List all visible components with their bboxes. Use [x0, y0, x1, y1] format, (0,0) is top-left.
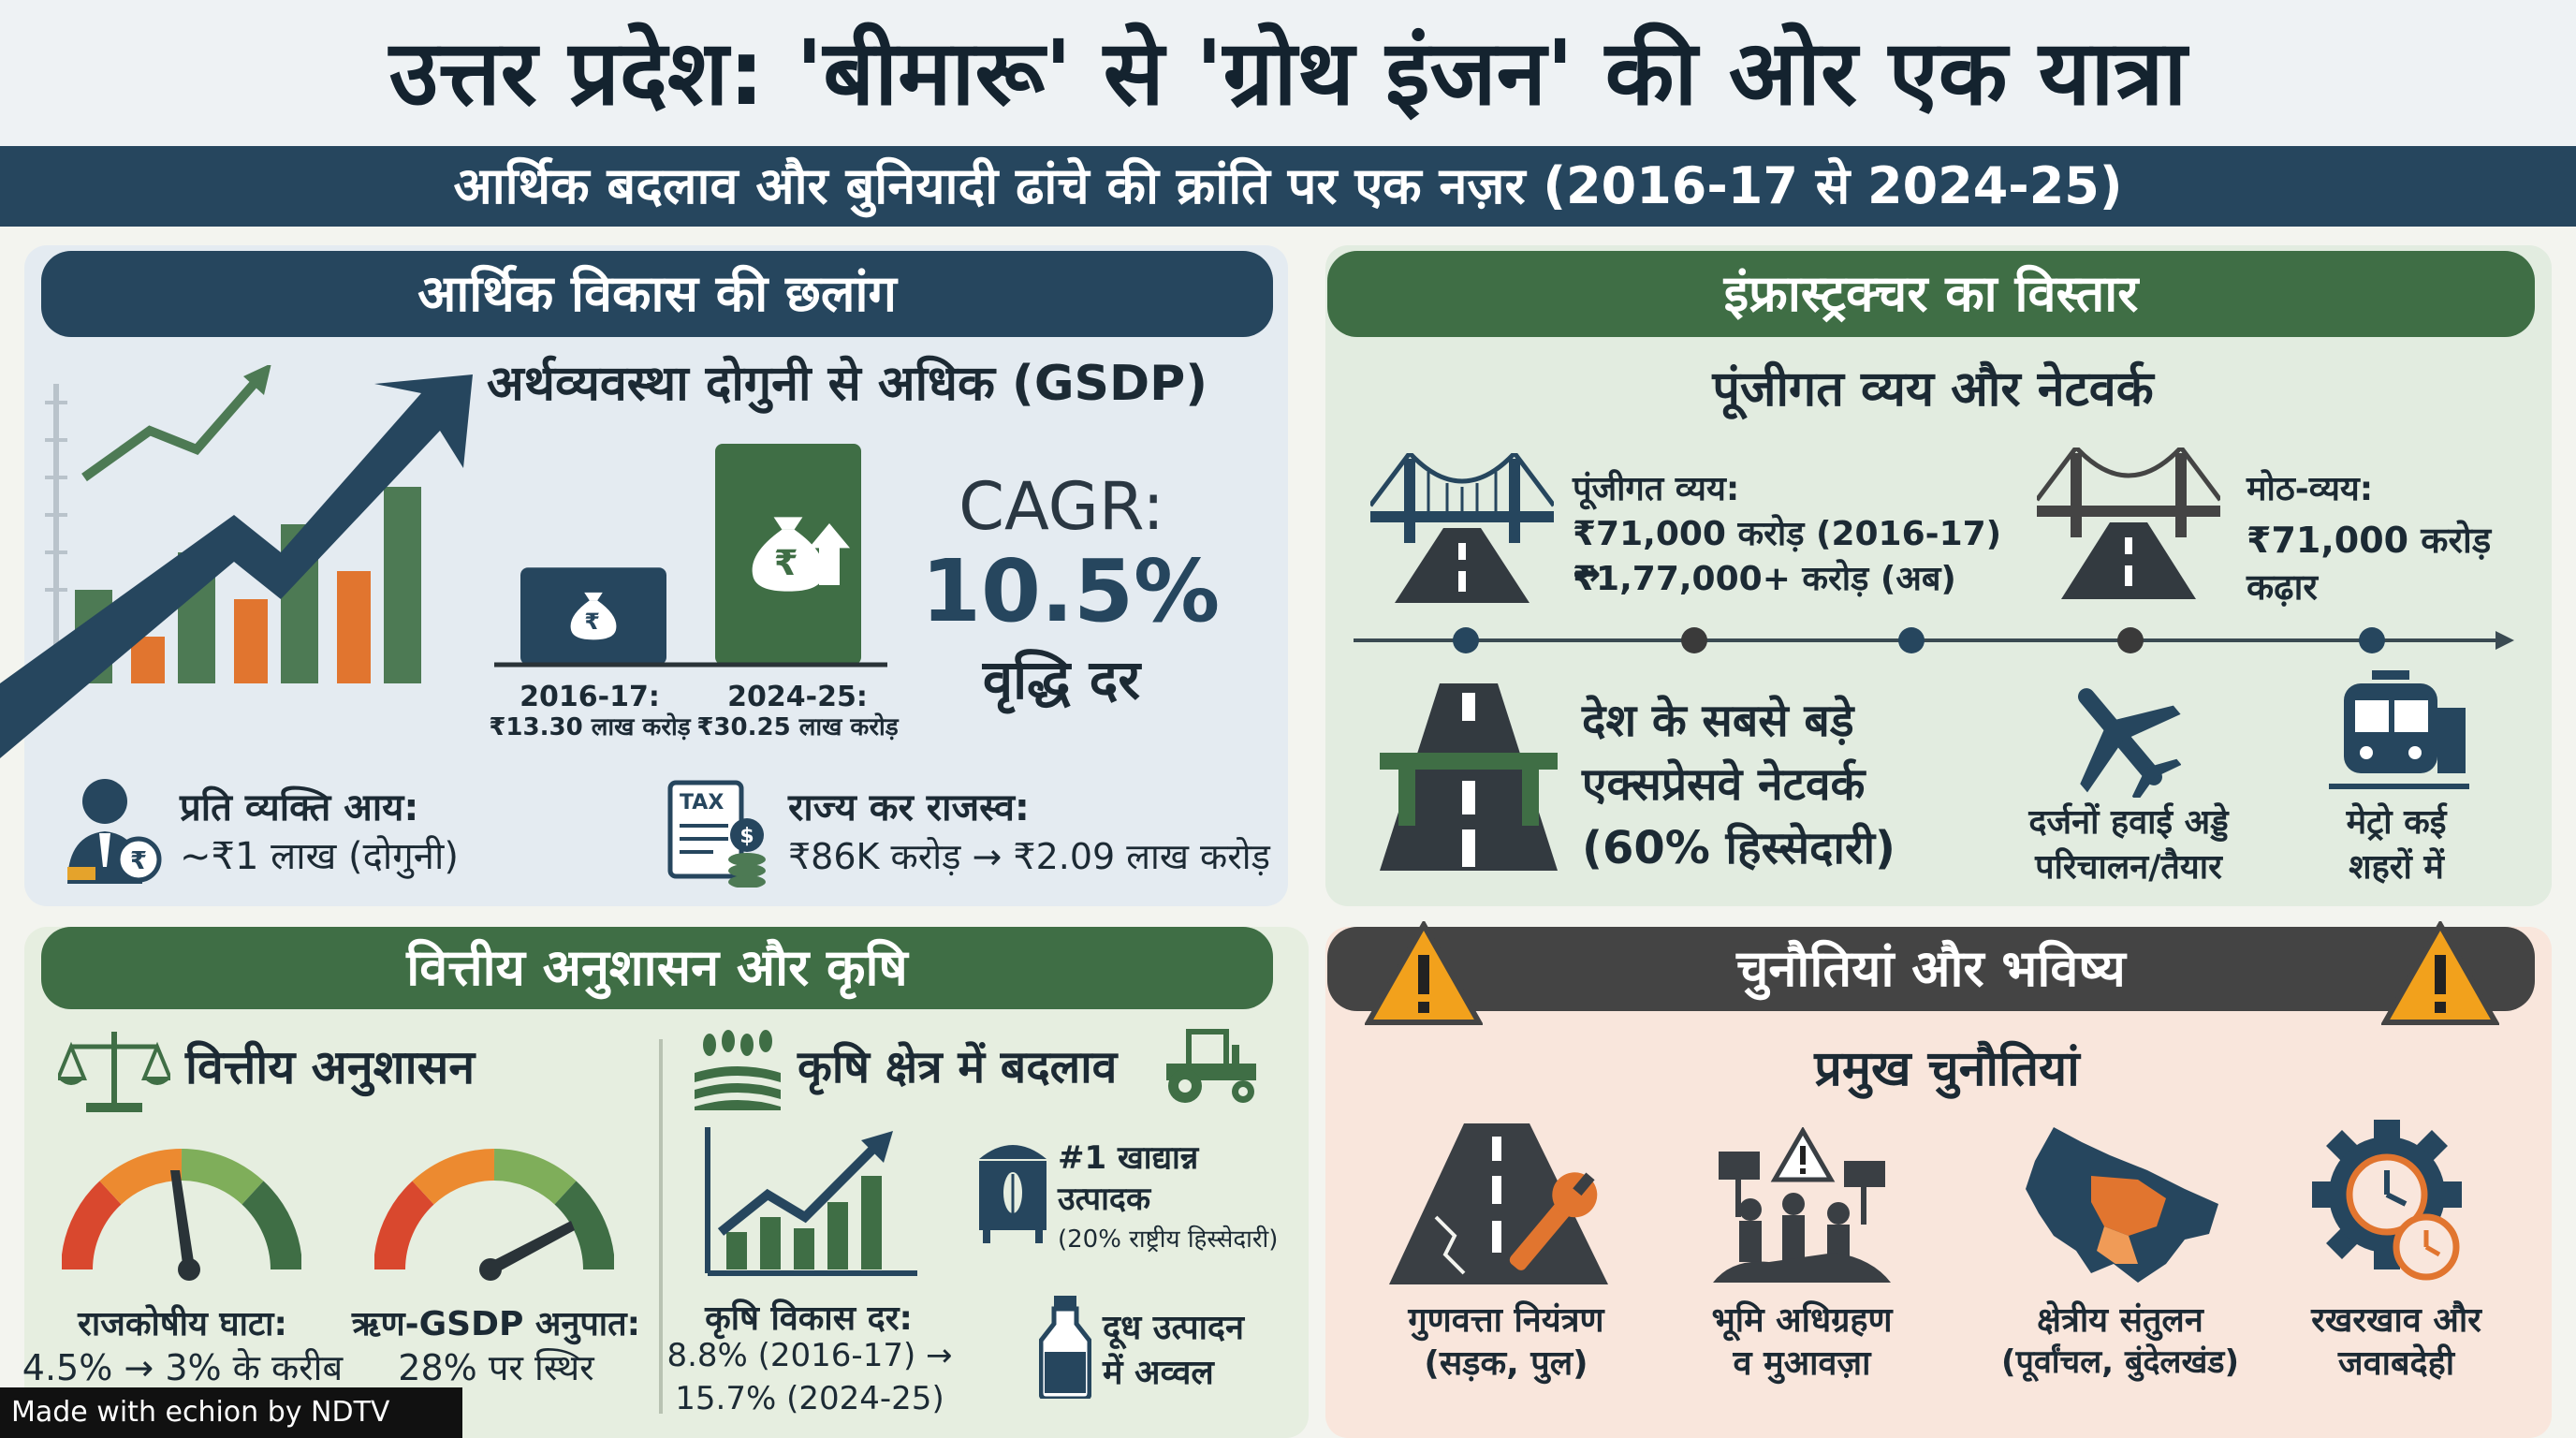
tax-value: ₹86K करोड़ → ₹2.09 लाख करोड़ — [788, 836, 1270, 877]
expressway-line3: (60% हिस्सेदारी) — [1582, 822, 1895, 874]
milk-line2: में अव्वल — [1103, 1354, 1214, 1392]
infra-subheading: पूंजीगत व्यय और नेटवर्क — [1712, 361, 2154, 418]
capex-line2: ₹1,77,000+ करोड़ (अब) — [1573, 560, 1956, 598]
airport-line2: परिचालन/तैयार — [2035, 848, 2222, 887]
capex-line1: ₹71,000 करोड़ (2016-17) → — [1573, 515, 2002, 594]
agri-title: कृषि क्षेत्र में बदलाव — [798, 1041, 1118, 1093]
page-subtitle: आर्थिक बदलाव और बुनियादी ढांचे की क्रांत… — [0, 146, 2576, 227]
cagr-label: CAGR: — [959, 468, 1164, 545]
expressway-line1: देश के सबसे बड़े — [1582, 695, 1854, 747]
tax-document-icon: TAX $ — [667, 780, 766, 888]
challenges-subheading: प्रमुख चुनौतियां — [1814, 1041, 2080, 1097]
debt-value: 28% पर स्थिर — [398, 1347, 594, 1388]
money-bag-icon: ₹ — [570, 592, 617, 640]
gsdp-bar-chart: ₹₹ — [494, 444, 887, 668]
per-capita-label: प्रति व्यक्ति आय: — [180, 786, 419, 829]
agri-growth-v2: 15.7% (2024-25) — [675, 1380, 944, 1417]
svg-text:₹: ₹ — [130, 847, 147, 875]
moth-line2: कढ़ार — [2247, 566, 2318, 608]
tax-icon-label: TAX — [680, 791, 724, 814]
gsdp-title: अर्थव्यवस्था दोगुनी से अधिक (GSDP) — [487, 356, 1208, 412]
finance-divider — [659, 1039, 663, 1414]
made-with-watermark[interactable]: Made with echion by NDTV — [0, 1387, 462, 1438]
challenge-2-line2: व मुआवज़ा — [1733, 1344, 1871, 1383]
moth-line1: ₹71,000 करोड़ — [2247, 520, 2492, 561]
cagr-caption: वृद्धि दर — [982, 648, 1141, 712]
debt-label: ऋण-GSDP अनुपात: — [351, 1305, 641, 1343]
bar-2024-year: 2024-25: — [727, 681, 868, 713]
agri-growth-chart-icon — [705, 1127, 917, 1276]
infra-heading: इंफ्रास्ट्रक्चर का विस्तार — [1327, 251, 2535, 337]
svg-text:$: $ — [739, 825, 754, 848]
timeline-divider — [1354, 627, 2514, 653]
bar-2024-value: ₹30.25 लाख करोड़ — [696, 713, 899, 741]
tax-label: राज्य कर राजस्व: — [788, 786, 1030, 829]
expressway-icon — [1380, 683, 1558, 871]
bar-2016-year: 2016-17: — [520, 681, 660, 713]
growth-arrow-chart-icon — [0, 365, 473, 758]
bridge-road-dark-icon — [2037, 448, 2220, 599]
airplane-icon — [2078, 688, 2181, 798]
economy-heading: आर्थिक विकास की छलांग — [41, 251, 1273, 337]
challenge-4-line2: जवाबदेही — [2337, 1344, 2455, 1383]
person-income-icon: ₹ — [67, 779, 162, 884]
capex-label: पूंजीगत व्यय: — [1573, 470, 1740, 508]
warning-right-icon — [2381, 921, 2499, 1025]
money-bag-icon: ₹ — [752, 517, 850, 592]
challenge-3-line2: (पूर्वांचल, बुंदेलखंड) — [2000, 1343, 2240, 1381]
challenge-3-line1: क्षेत्रीय संतुलन — [2037, 1301, 2203, 1340]
metro-line1: मेट्रो कई — [2346, 803, 2447, 842]
land-protest-icon — [1713, 1127, 1891, 1283]
challenge-1-line2: (सड़क, पुल) — [1424, 1344, 1588, 1383]
challenge-1-line1: गुणवत्ता नियंत्रण — [1408, 1301, 1604, 1340]
metro-train-icon — [2329, 670, 2469, 789]
finance-heading: वित्तीय अनुशासन और कृषि — [41, 927, 1273, 1009]
warning-left-icon — [1365, 921, 1483, 1025]
fiscal-deficit-gauge — [62, 1149, 301, 1281]
challenge-4-line1: रखरखाव और — [2311, 1301, 2481, 1340]
grain-silo-icon — [979, 1145, 1046, 1243]
svg-text:₹: ₹ — [584, 609, 600, 635]
agri-growth-v1: 8.8% (2016-17) → — [666, 1337, 953, 1374]
fiscal-title: वित्तीय अनुशासन — [185, 1040, 476, 1094]
maintenance-clock-gear-icon — [2312, 1120, 2462, 1281]
up-map-icon — [2026, 1127, 2218, 1283]
metro-line2: शहरों में — [2349, 848, 2444, 887]
expressway-line2: एक्सप्रेसवे नेटवर्क — [1582, 758, 1866, 811]
milk-line1: दूध उत्पादन — [1103, 1309, 1245, 1347]
challenges-heading: चुनौतियां और भविष्य — [1327, 927, 2535, 1011]
milk-bottle-icon — [1039, 1296, 1091, 1399]
svg-text:₹: ₹ — [774, 542, 798, 583]
debt-gsdp-gauge — [374, 1149, 614, 1281]
grain-line3: (20% राष्ट्रीय हिस्सेदारी) — [1058, 1225, 1279, 1254]
bar-2016-value: ₹13.30 लाख करोड़ — [489, 713, 691, 741]
challenge-2-line1: भूमि अधिग्रहण — [1711, 1301, 1893, 1340]
cagr-value: 10.5% — [921, 541, 1221, 641]
page-title: उत्तर प्रदेश: 'बीमारू' से 'ग्रोथ इंजन' क… — [0, 0, 2576, 146]
airport-line1: दर्जनों हवाई अड्डे — [2028, 803, 2229, 842]
deficit-value: 4.5% → 3% के करीब — [22, 1347, 344, 1388]
per-capita-value: ~₹1 लाख (दोगुनी) — [180, 835, 459, 878]
tractor-icon — [1166, 1029, 1256, 1103]
road-repair-icon — [1389, 1123, 1608, 1284]
bridge-road-icon — [1370, 453, 1554, 603]
deficit-label: राजकोषीय घाटा: — [78, 1305, 287, 1343]
agri-growth-label: कृषि विकास दर: — [705, 1299, 913, 1338]
wheat-field-icon — [695, 1030, 781, 1110]
scales-icon — [58, 1032, 170, 1112]
grain-line2: उत्पादक — [1058, 1181, 1151, 1218]
grain-line1: #1 खाद्यान्न — [1058, 1139, 1199, 1177]
moth-label: मोठ-व्यय: — [2247, 470, 2374, 508]
